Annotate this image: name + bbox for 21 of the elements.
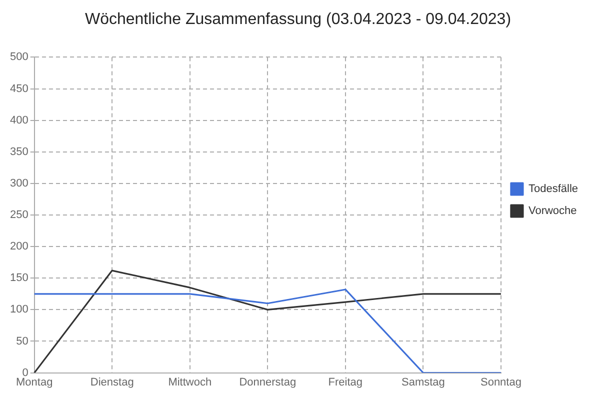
- y-tick-label: 450: [10, 82, 28, 95]
- y-tick-label: 350: [10, 146, 28, 158]
- x-tick-label: Donnerstag: [239, 376, 296, 388]
- y-tick-label: 50: [16, 335, 28, 348]
- x-tick-label: Samstag: [401, 376, 445, 388]
- legend-label: Todesfälle: [528, 183, 578, 196]
- y-tick-label: 0: [22, 366, 28, 379]
- y-tick-label: 400: [10, 114, 28, 126]
- x-tick-label: Sonntag: [480, 376, 522, 388]
- chart-title: Wöchentliche Zusammenfassung (03.04.2023 - 09.04.2023): [84, 11, 512, 28]
- legend-label: Vorwoche: [528, 205, 577, 218]
- y-tick-label: 150: [10, 272, 28, 284]
- y-tick-label: 200: [10, 240, 28, 253]
- x-tick-label: Montag: [16, 376, 53, 388]
- y-tick-label: 500: [10, 51, 28, 64]
- x-tick-label: Freitag: [328, 376, 363, 388]
- x-tick-label: Mittwoch: [168, 376, 212, 388]
- y-tick-label: 100: [10, 304, 28, 316]
- x-tick-label: Dienstag: [90, 376, 134, 388]
- y-tick-label: 300: [10, 177, 28, 190]
- y-tick-label: 250: [10, 209, 28, 222]
